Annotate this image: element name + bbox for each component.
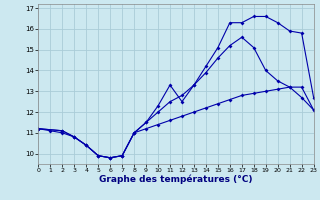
X-axis label: Graphe des températures (°C): Graphe des températures (°C) [99,175,253,184]
